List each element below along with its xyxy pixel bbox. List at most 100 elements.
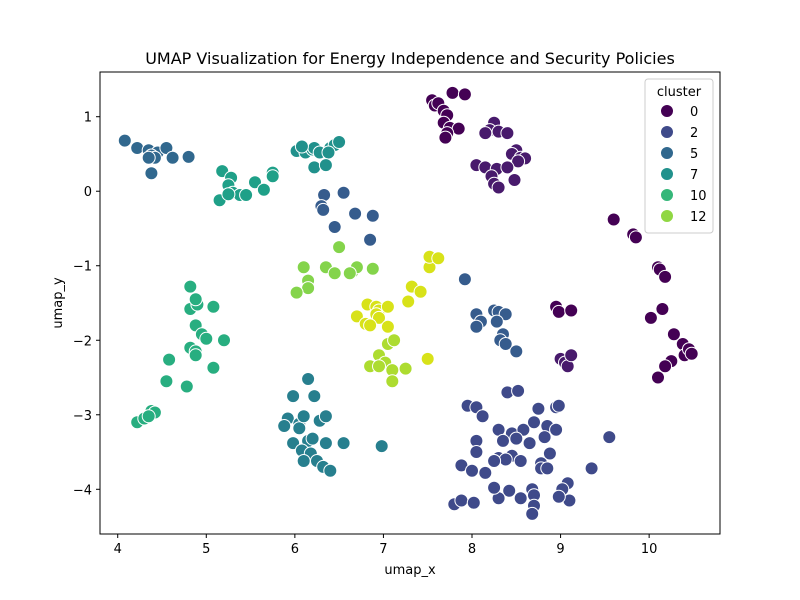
data-point-cluster-7 — [248, 175, 262, 190]
data-point-cluster-6 — [294, 139, 309, 154]
data-point-cluster-2 — [525, 506, 540, 521]
data-point-cluster-2 — [542, 446, 557, 461]
data-point-cluster-3 — [457, 272, 472, 287]
data-point-cluster-11 — [327, 266, 342, 281]
y-tick-label: −3 — [73, 409, 92, 424]
data-point-cluster-13 — [380, 319, 395, 334]
data-point-cluster-6 — [307, 160, 322, 175]
data-point-cluster-2 — [496, 433, 510, 448]
data-point-cluster-2 — [513, 491, 528, 506]
data-point-cluster-4 — [117, 133, 132, 148]
data-point-cluster-11 — [342, 266, 357, 281]
data-point-cluster-2 — [487, 480, 502, 495]
data-point-cluster-3 — [489, 314, 504, 329]
data-point-cluster-8 — [183, 279, 198, 294]
legend-marker — [660, 188, 674, 202]
data-point-cluster-2 — [602, 430, 617, 445]
data-point-cluster-8 — [188, 292, 203, 307]
data-point-cluster-0 — [628, 230, 643, 245]
data-point-cluster-0 — [651, 370, 665, 385]
data-point-cluster-3 — [327, 220, 342, 234]
data-point-cluster-1 — [491, 180, 506, 195]
data-point-cluster-6 — [321, 145, 336, 160]
data-point-cluster-0 — [684, 346, 699, 361]
data-points — [117, 85, 699, 521]
data-point-cluster-0 — [551, 304, 566, 319]
data-point-cluster-5 — [336, 436, 351, 451]
x-tick-label: 9 — [556, 542, 564, 557]
legend-title: cluster — [657, 85, 702, 100]
data-point-cluster-13 — [413, 284, 428, 299]
data-point-cluster-0 — [655, 302, 670, 316]
y-axis: −4 −3 −2 −1 0 1 — [73, 111, 100, 498]
x-axis: 4 5 6 7 8 9 10 — [114, 534, 658, 557]
data-point-cluster-7 — [265, 169, 280, 184]
data-point-cluster-6 — [318, 158, 333, 173]
data-point-cluster-7 — [239, 188, 254, 202]
data-point-cluster-2 — [475, 409, 490, 424]
data-point-cluster-3 — [498, 307, 513, 322]
data-point-cluster-2 — [540, 461, 555, 476]
data-point-cluster-5 — [277, 419, 292, 433]
data-point-cluster-13 — [363, 318, 378, 333]
data-point-cluster-1 — [500, 160, 515, 175]
chart-title: UMAP Visualization for Energy Independen… — [145, 49, 675, 68]
x-tick-label: 6 — [291, 542, 299, 557]
data-point-cluster-7 — [221, 187, 236, 202]
data-point-cluster-5 — [307, 389, 322, 404]
data-point-cluster-8 — [206, 360, 221, 375]
data-point-cluster-8 — [162, 352, 177, 367]
data-point-cluster-0 — [457, 87, 472, 102]
legend-label: 12 — [690, 210, 707, 225]
data-point-cluster-7 — [256, 182, 271, 197]
x-tick-label: 10 — [641, 542, 658, 557]
data-point-cluster-13 — [420, 351, 435, 366]
data-point-cluster-2 — [498, 452, 513, 467]
data-point-cluster-8 — [199, 331, 214, 346]
data-point-cluster-2 — [522, 436, 537, 451]
data-point-cluster-3 — [348, 206, 363, 221]
data-point-cluster-2 — [551, 489, 566, 504]
x-tick-label: 7 — [379, 542, 387, 557]
data-point-cluster-5 — [286, 389, 301, 404]
x-tick-label: 4 — [114, 542, 122, 557]
data-point-cluster-1 — [507, 173, 522, 187]
data-point-cluster-0 — [666, 327, 681, 342]
x-tick-label: 5 — [202, 542, 210, 557]
data-point-cluster-5 — [296, 454, 311, 468]
legend-label: 0 — [690, 105, 698, 120]
legend-label: 5 — [690, 147, 698, 162]
data-point-cluster-3 — [498, 337, 513, 351]
data-point-cluster-13 — [380, 299, 395, 314]
data-point-cluster-6 — [332, 135, 347, 149]
data-point-cluster-8 — [179, 379, 194, 394]
data-point-cluster-13 — [401, 294, 416, 309]
data-point-cluster-12 — [398, 361, 413, 376]
data-point-cluster-2 — [478, 465, 493, 480]
data-point-cluster-5 — [374, 439, 389, 454]
data-point-cluster-1 — [478, 126, 493, 141]
data-point-cluster-2 — [549, 422, 564, 437]
data-point-cluster-4 — [141, 150, 156, 165]
data-point-cluster-0 — [438, 130, 453, 145]
legend-marker — [660, 167, 674, 181]
data-point-cluster-2 — [511, 383, 526, 398]
data-point-cluster-12 — [385, 374, 400, 389]
data-point-cluster-2 — [551, 398, 566, 413]
data-point-cluster-0 — [564, 303, 579, 318]
data-point-cluster-4 — [165, 150, 180, 165]
x-tick-label: 8 — [468, 542, 476, 557]
data-point-cluster-11 — [332, 240, 347, 255]
data-point-cluster-1 — [564, 348, 579, 363]
data-point-cluster-2 — [465, 463, 479, 478]
data-point-cluster-4 — [144, 166, 159, 181]
legend-marker — [660, 125, 674, 139]
data-point-cluster-3 — [363, 232, 378, 247]
data-point-cluster-2 — [487, 454, 502, 468]
data-point-cluster-4 — [181, 149, 196, 164]
data-point-cluster-8 — [206, 299, 221, 314]
data-point-cluster-2 — [509, 431, 524, 446]
plot-frame — [99, 71, 721, 535]
y-tick-label: −2 — [73, 334, 92, 349]
y-tick-label: 1 — [84, 111, 92, 126]
